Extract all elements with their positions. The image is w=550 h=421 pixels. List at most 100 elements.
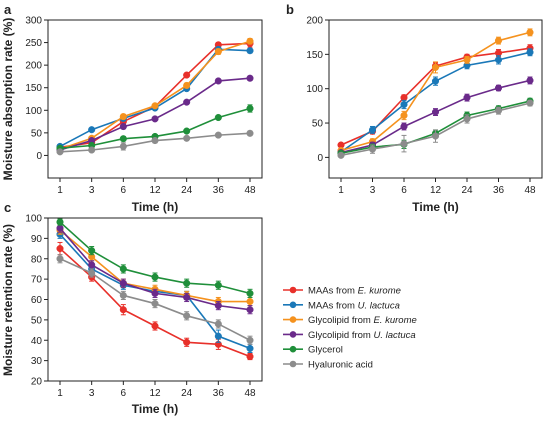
y-tick-label: 0 [36, 151, 42, 162]
legend-prefix: MAAs from [308, 286, 358, 297]
data-point [246, 297, 254, 306]
x-tick-label: 12 [149, 185, 161, 196]
data-point [526, 48, 534, 56]
x-tick-label: 1 [57, 388, 63, 399]
y-tick-label: 200 [25, 61, 42, 72]
data-point [183, 338, 191, 346]
legend-marker [289, 316, 297, 323]
data-point [400, 111, 408, 120]
data-point [183, 127, 191, 135]
data-point [463, 56, 471, 64]
legend-item: MAAs from U. lactuca [283, 300, 400, 311]
x-axis-title: Time (h) [412, 200, 458, 214]
data-point [246, 104, 254, 113]
x-tick-label: 3 [370, 185, 376, 196]
data-point [214, 281, 222, 289]
y-tick-label: 80 [31, 254, 43, 265]
legend-marker [289, 286, 297, 294]
x-tick-label: 24 [181, 185, 193, 196]
data-point [119, 279, 127, 287]
y-tick-label: 40 [31, 336, 43, 347]
y-tick-label: 100 [306, 84, 323, 95]
x-tick-label: 24 [461, 185, 473, 196]
y-tick-label: 200 [306, 16, 323, 27]
data-point [56, 224, 64, 232]
legend-marker [289, 331, 297, 338]
legend-item: Glycolipid from E. kurome [283, 315, 417, 326]
series-glycolipid-from-u-lactuca [56, 223, 254, 315]
data-point [431, 108, 440, 116]
data-point [246, 37, 254, 45]
legend-label: Glycolipid from E. kurome [308, 315, 417, 326]
y-axis-title: Moisture absorption rate (%) [1, 18, 15, 181]
legend-species: E. kurome [358, 286, 401, 297]
series-hyaluronic-acid [337, 99, 534, 159]
data-point [400, 140, 408, 148]
series-glycerol [56, 218, 254, 298]
legend-item: Hyaluronic acid [283, 360, 373, 371]
x-tick-label: 1 [57, 185, 63, 196]
y-tick-label: 150 [25, 83, 42, 94]
data-point [214, 48, 222, 56]
data-point [368, 126, 377, 134]
data-point [183, 312, 191, 320]
data-point [400, 122, 408, 131]
data-point [151, 136, 159, 145]
series-glycolipid-from-u-lactuca [337, 76, 534, 157]
data-point [400, 100, 408, 109]
x-tick-label: 3 [89, 185, 95, 196]
legend-item: Glycolipid from U. lactuca [283, 330, 416, 341]
legend-marker [289, 345, 297, 353]
data-point [183, 71, 191, 79]
data-point [183, 81, 191, 90]
x-tick-label: 12 [430, 185, 442, 196]
data-point [183, 98, 191, 106]
plot-frame [328, 19, 543, 179]
data-point [463, 115, 471, 123]
data-point [88, 126, 96, 134]
legend-prefix: Glycerol [308, 345, 343, 356]
x-tick-label: 12 [149, 388, 161, 399]
x-tick-label: 6 [121, 185, 127, 196]
series-glycerol [56, 104, 254, 152]
x-tick-label: 48 [244, 185, 256, 196]
series-line [59, 48, 251, 148]
y-tick-label: 300 [25, 16, 42, 27]
legend-species: E. kurome [373, 315, 416, 326]
data-point [214, 302, 222, 310]
y-axis-title: Moisture retention rate (%) [1, 224, 15, 376]
data-point [431, 63, 440, 71]
data-point [151, 322, 159, 330]
x-tick-label: 48 [524, 185, 536, 196]
data-point [88, 146, 96, 154]
data-point [246, 74, 254, 82]
data-point [119, 113, 127, 121]
legend-prefix: Glycolipid from [308, 315, 373, 326]
y-tick-label: 50 [31, 315, 43, 326]
legend-label: Hyaluronic acid [308, 360, 373, 371]
data-point [151, 102, 159, 110]
panel-c-tag: c [4, 200, 11, 215]
data-point [368, 145, 377, 153]
y-tick-label: 50 [31, 128, 43, 139]
data-point [494, 107, 503, 115]
data-point [431, 77, 440, 85]
y-tick-label: 20 [31, 377, 43, 388]
data-point [337, 151, 345, 159]
data-point [119, 265, 127, 273]
data-point [246, 129, 254, 137]
data-point [151, 289, 159, 297]
x-tick-label: 3 [89, 388, 95, 399]
data-point [494, 37, 503, 45]
data-point [246, 344, 254, 352]
y-tick-label: 30 [31, 356, 43, 367]
data-point [119, 291, 127, 299]
data-point [119, 122, 127, 131]
x-axis-title: Time (h) [132, 200, 178, 214]
legend-item: Glycerol [283, 345, 343, 356]
data-point [183, 293, 191, 302]
data-point [214, 77, 222, 85]
data-point [119, 135, 127, 143]
